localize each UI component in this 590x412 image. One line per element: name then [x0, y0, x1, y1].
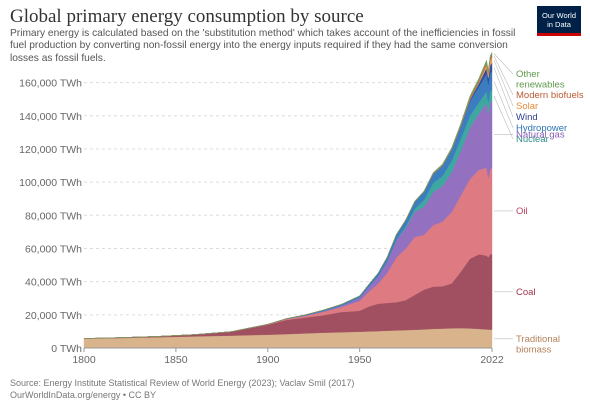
label-leader: [493, 81, 514, 129]
label-leader: [493, 60, 514, 107]
label-leader: [493, 55, 514, 96]
series-label: Nuclear: [516, 134, 549, 145]
chart-title: Global primary energy consumption by sou…: [10, 6, 364, 27]
y-tick-label: 40,000 TWh: [25, 277, 82, 289]
series-label: Solar: [516, 101, 538, 112]
label-leader: [493, 95, 514, 140]
series-label: Coal: [516, 287, 536, 298]
series-label: Modern biofuels: [516, 90, 584, 101]
source-note: Source: Energy Institute Statistical Rev…: [10, 378, 355, 388]
y-tick-label: 0 TWh: [51, 343, 82, 355]
series-label: Wind: [516, 112, 538, 123]
label-leader: [493, 67, 514, 118]
area-other-renewables: [83, 52, 493, 339]
chart-footer: Source: Energy Institute Statistical Rev…: [10, 378, 354, 401]
x-tick-label: 1800: [72, 354, 96, 366]
y-tick-label: 20,000 TWh: [25, 310, 82, 322]
y-tick-label: 60,000 TWh: [25, 243, 82, 255]
logo-line-2: in Data: [547, 19, 571, 29]
chart-subtitle: Primary energy is calculated based on th…: [10, 28, 516, 64]
series-label: Oil: [516, 206, 528, 217]
x-tick-label: 1900: [256, 354, 280, 366]
owid-logo[interactable]: Our World in Data: [537, 6, 581, 36]
series-label: Hydropower: [516, 123, 567, 134]
series-label: Traditional biomass: [516, 334, 560, 356]
y-tick-label: 80,000 TWh: [25, 210, 82, 222]
label-leader: [493, 53, 514, 75]
series-label: Other renewables: [516, 69, 565, 91]
y-tick-label: 100,000 TWh: [19, 177, 82, 189]
x-tick-label: 1950: [348, 354, 372, 366]
x-tick-label: 1850: [164, 354, 188, 366]
y-tick-label: 120,000 TWh: [19, 144, 82, 156]
x-tick-label: 2022: [480, 354, 504, 366]
series-label: Natural gas: [516, 130, 565, 141]
y-tick-label: 160,000 TWh: [19, 78, 82, 90]
footer-link[interactable]: OurWorldInData.org/energy • CC BY: [10, 389, 157, 400]
y-tick-label: 140,000 TWh: [19, 111, 82, 123]
logo-line-1: Our World: [541, 10, 577, 20]
